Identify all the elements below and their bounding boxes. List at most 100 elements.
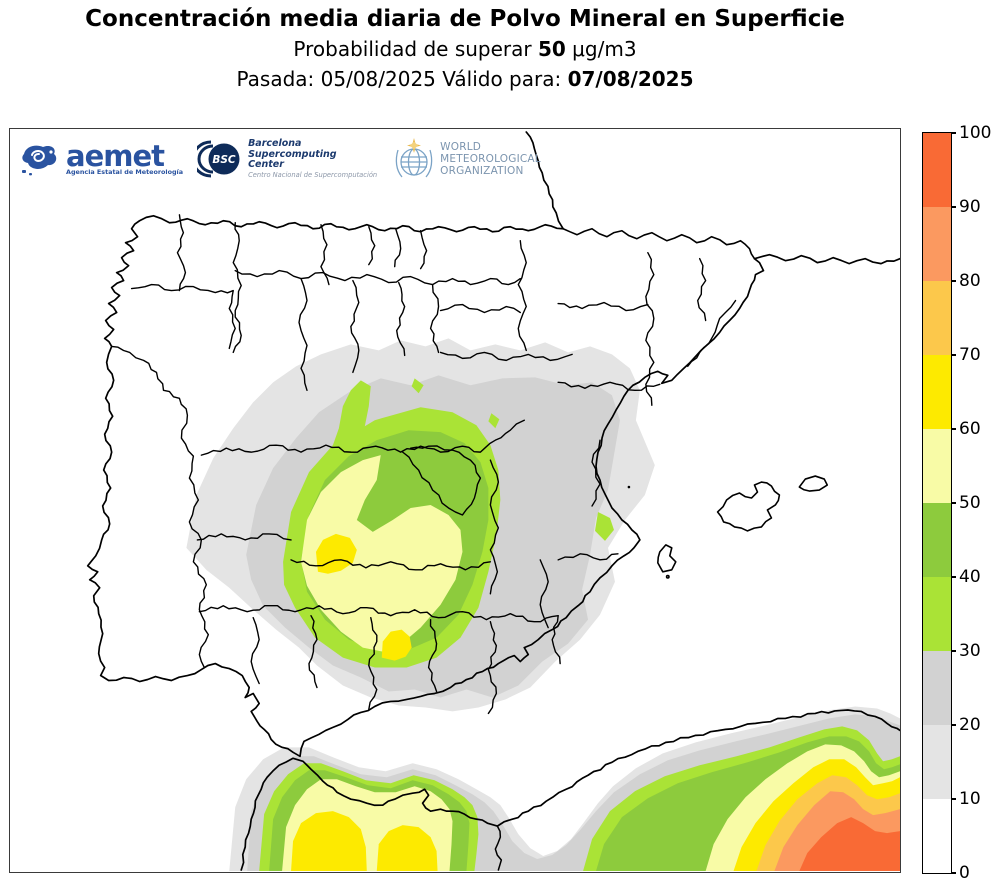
morocco-algeria-border [494, 825, 503, 871]
ibiza-outline [657, 544, 677, 573]
wmo-line2: METEOROLOGICAL [440, 153, 541, 165]
province-border-4 [232, 222, 242, 354]
colorbar-segment-40-50 [923, 503, 951, 577]
valid-date-value: 07/08/2025 [567, 67, 694, 91]
colorbar-segment-0-10 [923, 799, 951, 873]
province-border-35 [591, 439, 601, 507]
threshold-value: 50 [537, 37, 566, 61]
subtitle-threshold: Probabilidad de superar 50 μg/m3 [293, 37, 637, 61]
title-block: Concentración media diaria de Polvo Mine… [0, 4, 930, 94]
province-border-5 [320, 224, 330, 286]
colorbar-tick-mark [952, 280, 956, 282]
bsc-line3: Center [248, 159, 284, 171]
province-border-14 [439, 303, 521, 314]
bsc-line1: Barcelona [248, 138, 302, 150]
province-border-3 [130, 283, 236, 350]
province-border-27 [198, 604, 559, 623]
province-border-20 [687, 299, 737, 368]
wmo-icon [395, 138, 433, 178]
algeria-90-100 [799, 817, 900, 872]
contour-60-70-spot-south [381, 629, 412, 661]
bsc-line2: Supercomputing [248, 148, 337, 160]
iberia-coastline [86, 131, 765, 758]
wmo-logo: WORLD METEOROLOGICAL ORGANIZATION [391, 136, 541, 182]
province-border-22 [401, 445, 482, 516]
province-border-36 [439, 351, 573, 362]
colorbar-tick-mark [952, 576, 956, 578]
province-border-29 [308, 614, 318, 689]
province-border-32 [487, 620, 498, 715]
colorbar-segment-70-80 [923, 281, 951, 355]
province-border-31 [427, 618, 438, 693]
menorca-outline [798, 475, 829, 492]
colorbar-tick-label: 80 [959, 271, 981, 291]
province-border-28 [250, 616, 260, 685]
subtitle-dates: Pasada: 05/08/2025 Válido para: 07/08/20… [236, 67, 694, 91]
colorbar-tick-label: 50 [959, 493, 981, 513]
africa-coastline [240, 709, 900, 871]
wmo-line1: WORLD [440, 141, 482, 153]
colorbar-tick-mark [952, 724, 956, 726]
province-border-2 [176, 214, 187, 292]
aemet-wordmark: aemet [66, 138, 165, 173]
colorbar-tick-label: 10 [959, 789, 981, 809]
contour-50-60 [301, 455, 463, 652]
province-border-26 [196, 533, 292, 541]
bsc-logo: BSC Barcelona Supercomputing Center Cent… [197, 138, 377, 180]
province-border-21 [200, 419, 525, 456]
province-border-10 [298, 277, 308, 391]
province-border-30 [368, 616, 378, 711]
colorbar-segment-50-60 [923, 429, 951, 503]
province-border-18 [645, 251, 655, 406]
colorbar-tick-label: 40 [959, 567, 981, 587]
colorbar-tick-label: 90 [959, 197, 981, 217]
morocco-60-70-east [376, 825, 438, 872]
province-border-1 [110, 345, 210, 669]
province-border-34 [551, 614, 561, 665]
mallorca-outline [716, 481, 781, 532]
spain-france-border [562, 227, 756, 260]
logos-row: aemet Agencia Estatal de Meteorología BS… [20, 136, 541, 182]
colorbar-tick-label: 0 [959, 863, 970, 883]
province-border-24 [489, 459, 500, 595]
contour-30-40-speck-b [488, 413, 500, 429]
colorbar-tick-mark [952, 650, 956, 652]
province-border-33 [557, 553, 619, 561]
province-border-19 [696, 257, 707, 322]
colorbar-tick-label: 20 [959, 715, 981, 735]
province-border-12 [395, 281, 406, 357]
colorbar-tick-label: 70 [959, 345, 981, 365]
aemet-tagline: Agencia Estatal de Meteorología [66, 167, 184, 176]
balearic-islands [627, 475, 829, 579]
aemet-logo: aemet Agencia Estatal de Meteorología [20, 138, 184, 176]
contour-30-40-sliver-east [595, 511, 614, 541]
province-border-23 [290, 559, 492, 571]
colorbar: 0 10 20 30 40 50 60 70 80 90 100 [922, 123, 991, 883]
colorbar-tick-mark [952, 872, 956, 874]
province-border-6 [368, 226, 376, 266]
columbretes-dot [627, 485, 631, 489]
colorbar-tick-mark [952, 206, 956, 208]
province-border-25 [539, 559, 549, 629]
province-border-16 [557, 301, 649, 312]
colorbar-segment-60-70 [923, 355, 951, 429]
contour-30-40-speck-a [411, 378, 424, 394]
colorbar-tick-label: 30 [959, 641, 981, 661]
bsc-tagline: Centro Nacional de Supercomputación [248, 170, 378, 179]
province-border-15 [517, 240, 527, 352]
province-border-13 [429, 283, 440, 354]
colorbar-segment-80-90 [923, 207, 951, 281]
dust-probability-map [10, 129, 900, 872]
colorbar-tick-label: 100 [959, 123, 992, 143]
province-border-8 [419, 230, 428, 270]
colorbar-tick-mark [952, 428, 956, 430]
colorbar-segment-30-40 [923, 577, 951, 651]
province-border-11 [350, 279, 360, 374]
colorbar-segment-20-30 [923, 651, 951, 725]
coastlines-and-borders [86, 131, 900, 871]
bsc-icon: BSC [197, 140, 240, 178]
morocco-60-70-west [291, 811, 367, 872]
colorbar-segment-10-20 [923, 725, 951, 799]
colorbar-tick-label: 60 [959, 419, 981, 439]
province-border-7 [394, 228, 402, 268]
